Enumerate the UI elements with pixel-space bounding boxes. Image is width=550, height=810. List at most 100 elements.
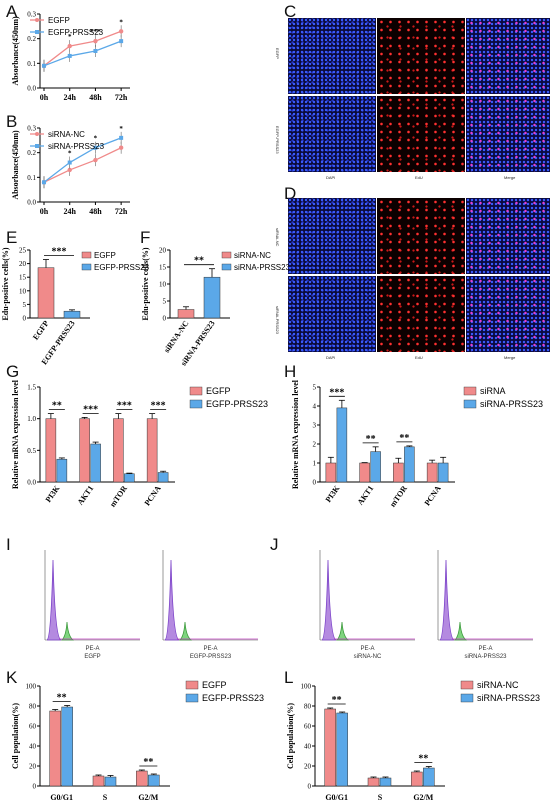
E-xtick-label: EGFP bbox=[31, 319, 51, 342]
B-xtick-label: 72h bbox=[115, 207, 128, 216]
B-xtick-label: 0h bbox=[40, 207, 49, 216]
A-legend-label: EGFP-PRSS23 bbox=[48, 28, 104, 37]
H-ylabel: Relative mRNA expression level bbox=[291, 379, 300, 489]
L-significance: ** bbox=[418, 754, 428, 765]
H-legend-swatch bbox=[463, 386, 477, 396]
B-ytick-label: 0.1 bbox=[27, 174, 36, 182]
K-ytick-label: 60 bbox=[29, 723, 37, 731]
A-ytick-label: 0.2 bbox=[27, 35, 36, 43]
H-ytick-label: 2 bbox=[313, 441, 317, 449]
B-point bbox=[93, 157, 98, 163]
F-ylabel: Edu-positive cells(%) bbox=[141, 247, 150, 320]
G-legend-swatch bbox=[189, 386, 203, 396]
J-g2-peak bbox=[336, 621, 350, 641]
micro-image-edu bbox=[377, 276, 465, 352]
E-legend-label: EGFP bbox=[94, 251, 116, 260]
L-ylabel: Cell population(%) bbox=[286, 703, 295, 769]
E-ytick-label: 5 bbox=[23, 301, 27, 309]
I-g1-peak bbox=[46, 559, 62, 641]
K-xtick-label: G0/G1 bbox=[50, 793, 73, 802]
E-significance: *** bbox=[52, 247, 67, 258]
E-ytick-label: 15 bbox=[19, 274, 27, 282]
B-significance: * bbox=[68, 150, 72, 158]
L-ytick-label: 20 bbox=[304, 763, 312, 771]
A-significance: *** bbox=[90, 28, 101, 36]
G-xtick-label: AKT1 bbox=[76, 484, 96, 507]
micro-col-label: Merge bbox=[504, 175, 516, 180]
B-series-line bbox=[43, 137, 122, 183]
B-xtick-label: 48h bbox=[89, 207, 102, 216]
L-significance: ** bbox=[332, 695, 342, 706]
G-ylabel: Relative mRNA expression level bbox=[11, 379, 20, 489]
chart-b-line: 0.0 0.1 0.2 0.3 Absorbance(450nm) 0h 24h 48h 72h… bbox=[11, 125, 130, 216]
B-series-line bbox=[43, 147, 122, 183]
micro-image-dapi bbox=[288, 198, 376, 274]
micro-image-merge bbox=[466, 276, 550, 352]
A-ytick-label: 0.0 bbox=[27, 85, 36, 93]
E-legend-swatch bbox=[81, 263, 92, 271]
J-flow-xlabel: PE-A bbox=[360, 646, 374, 652]
K-ytick-label: 40 bbox=[29, 743, 37, 751]
K-significance: ** bbox=[57, 693, 67, 704]
J-g1-peak bbox=[321, 559, 337, 641]
micro-col-label: EdU bbox=[415, 175, 423, 180]
A-xtick-label: 24h bbox=[63, 93, 76, 102]
H-bar bbox=[325, 462, 337, 483]
H-xtick-label: mTOR bbox=[388, 484, 409, 509]
panel-label-k: K bbox=[6, 668, 18, 687]
B-ytick-label: 0.3 bbox=[27, 125, 36, 133]
K-legend-label: EGFP-PRSS23 bbox=[202, 693, 264, 703]
panel-label-e: E bbox=[6, 228, 18, 247]
chart-f-bar: 0 5 10 15 20 Edu-positive cells(%) siRNA-NC siR… bbox=[141, 247, 291, 368]
H-legend-label: siRNA-PRSS23 bbox=[480, 399, 543, 409]
A-significance: * bbox=[119, 18, 123, 26]
chart-e-bar: 0 5 10 15 20 25 Edu-positive cells(%) EGFP EGFP-… bbox=[1, 247, 150, 367]
A-point bbox=[67, 53, 72, 58]
G-xtick-label: PI3K bbox=[44, 483, 62, 504]
A-point bbox=[67, 43, 72, 49]
A-ylabel: Absorbance(450nm) bbox=[11, 16, 20, 86]
L-xtick-label: G2/M bbox=[413, 793, 433, 802]
B-point bbox=[67, 160, 72, 165]
A-ytick-label: 0.1 bbox=[27, 60, 36, 68]
H-legend-swatch bbox=[463, 399, 477, 409]
A-point bbox=[118, 29, 124, 34]
H-significance: ** bbox=[366, 434, 376, 445]
H-bar bbox=[370, 451, 381, 483]
K-legend-swatch bbox=[185, 680, 199, 690]
F-ytick-label: 5 bbox=[163, 298, 167, 306]
I-flow-xlabel: PE-A bbox=[85, 646, 99, 652]
E-bar bbox=[37, 267, 55, 319]
G-significance: *** bbox=[151, 401, 166, 412]
A-legend-marker bbox=[35, 18, 39, 22]
E-ytick-label: 10 bbox=[19, 287, 27, 295]
H-ytick-label: 4 bbox=[313, 403, 317, 411]
F-xtick-label: siRNA-NC bbox=[162, 319, 191, 355]
G-bar bbox=[157, 472, 169, 483]
panel-label-b: B bbox=[6, 112, 18, 131]
H-xtick-label: PCNA bbox=[423, 484, 443, 508]
K-ytick-label: 80 bbox=[29, 703, 37, 711]
H-bar bbox=[336, 407, 348, 483]
K-xtick-label: S bbox=[103, 793, 108, 802]
chart-k-bar: 0 20 40 60 80 100 Cell population(%) G0/G1 ** S G2… bbox=[11, 680, 264, 802]
H-bar bbox=[359, 462, 370, 483]
L-bar bbox=[423, 767, 435, 787]
L-bar bbox=[336, 712, 348, 787]
L-ytick-label: 60 bbox=[304, 723, 312, 731]
E-ytick-label: 20 bbox=[19, 260, 27, 268]
B-point bbox=[42, 180, 46, 185]
F-legend-label: siRNA-NC bbox=[234, 251, 271, 260]
B-point bbox=[119, 135, 124, 140]
L-ytick-label: 40 bbox=[304, 743, 312, 751]
G-bar bbox=[79, 418, 90, 483]
chart-g-bar: 0.0 0.5 1.0 1.5 Relative mRNA expression lev… bbox=[11, 379, 268, 508]
K-bar bbox=[61, 706, 73, 787]
micro-col-label: DAPI bbox=[326, 355, 336, 360]
G-ytick-label: 0.5 bbox=[27, 447, 36, 455]
K-legend-label: EGFP bbox=[202, 680, 227, 690]
panel-label-l: L bbox=[284, 668, 294, 687]
E-bar bbox=[63, 310, 81, 319]
B-point bbox=[118, 145, 124, 150]
micro-image-edu bbox=[377, 198, 465, 274]
